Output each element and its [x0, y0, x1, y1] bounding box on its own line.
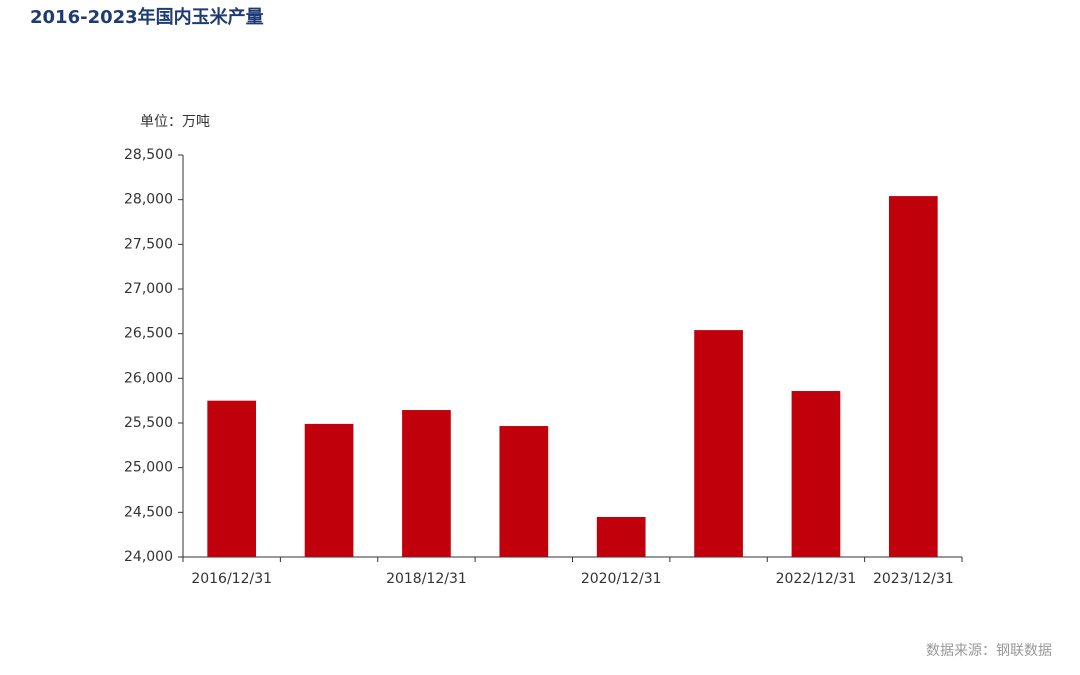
x-tick-label: 2016/12/31 — [191, 571, 272, 587]
y-tick-label: 28,500 — [124, 147, 173, 163]
bar — [402, 410, 451, 557]
x-tick-label: 2018/12/31 — [386, 571, 467, 587]
y-tick-label: 25,500 — [124, 415, 173, 431]
y-tick-label: 26,000 — [124, 370, 173, 386]
chart-title: 2016-2023年国内玉米产量 — [30, 6, 264, 28]
y-tick-label: 27,000 — [124, 281, 173, 297]
y-tick-label: 25,000 — [124, 460, 173, 476]
source-note: 数据来源：钢联数据 — [926, 643, 1052, 659]
bar — [596, 516, 646, 557]
y-tick-label: 24,000 — [124, 549, 173, 565]
bar — [791, 391, 841, 557]
bar — [304, 423, 354, 557]
bar — [694, 330, 743, 557]
unit-label: 单位：万吨 — [140, 114, 210, 130]
bar — [207, 400, 257, 557]
bar — [888, 196, 938, 558]
bar — [499, 426, 549, 557]
y-tick-label: 26,500 — [124, 326, 173, 342]
y-tick-label: 27,500 — [124, 236, 173, 252]
y-tick-label: 24,500 — [124, 504, 173, 520]
x-tick-label: 2020/12/31 — [581, 571, 662, 587]
y-tick-label: 28,000 — [124, 192, 173, 208]
x-tick-label: 2022/12/31 — [776, 571, 857, 587]
x-tick-label: 2023/12/31 — [873, 571, 954, 587]
